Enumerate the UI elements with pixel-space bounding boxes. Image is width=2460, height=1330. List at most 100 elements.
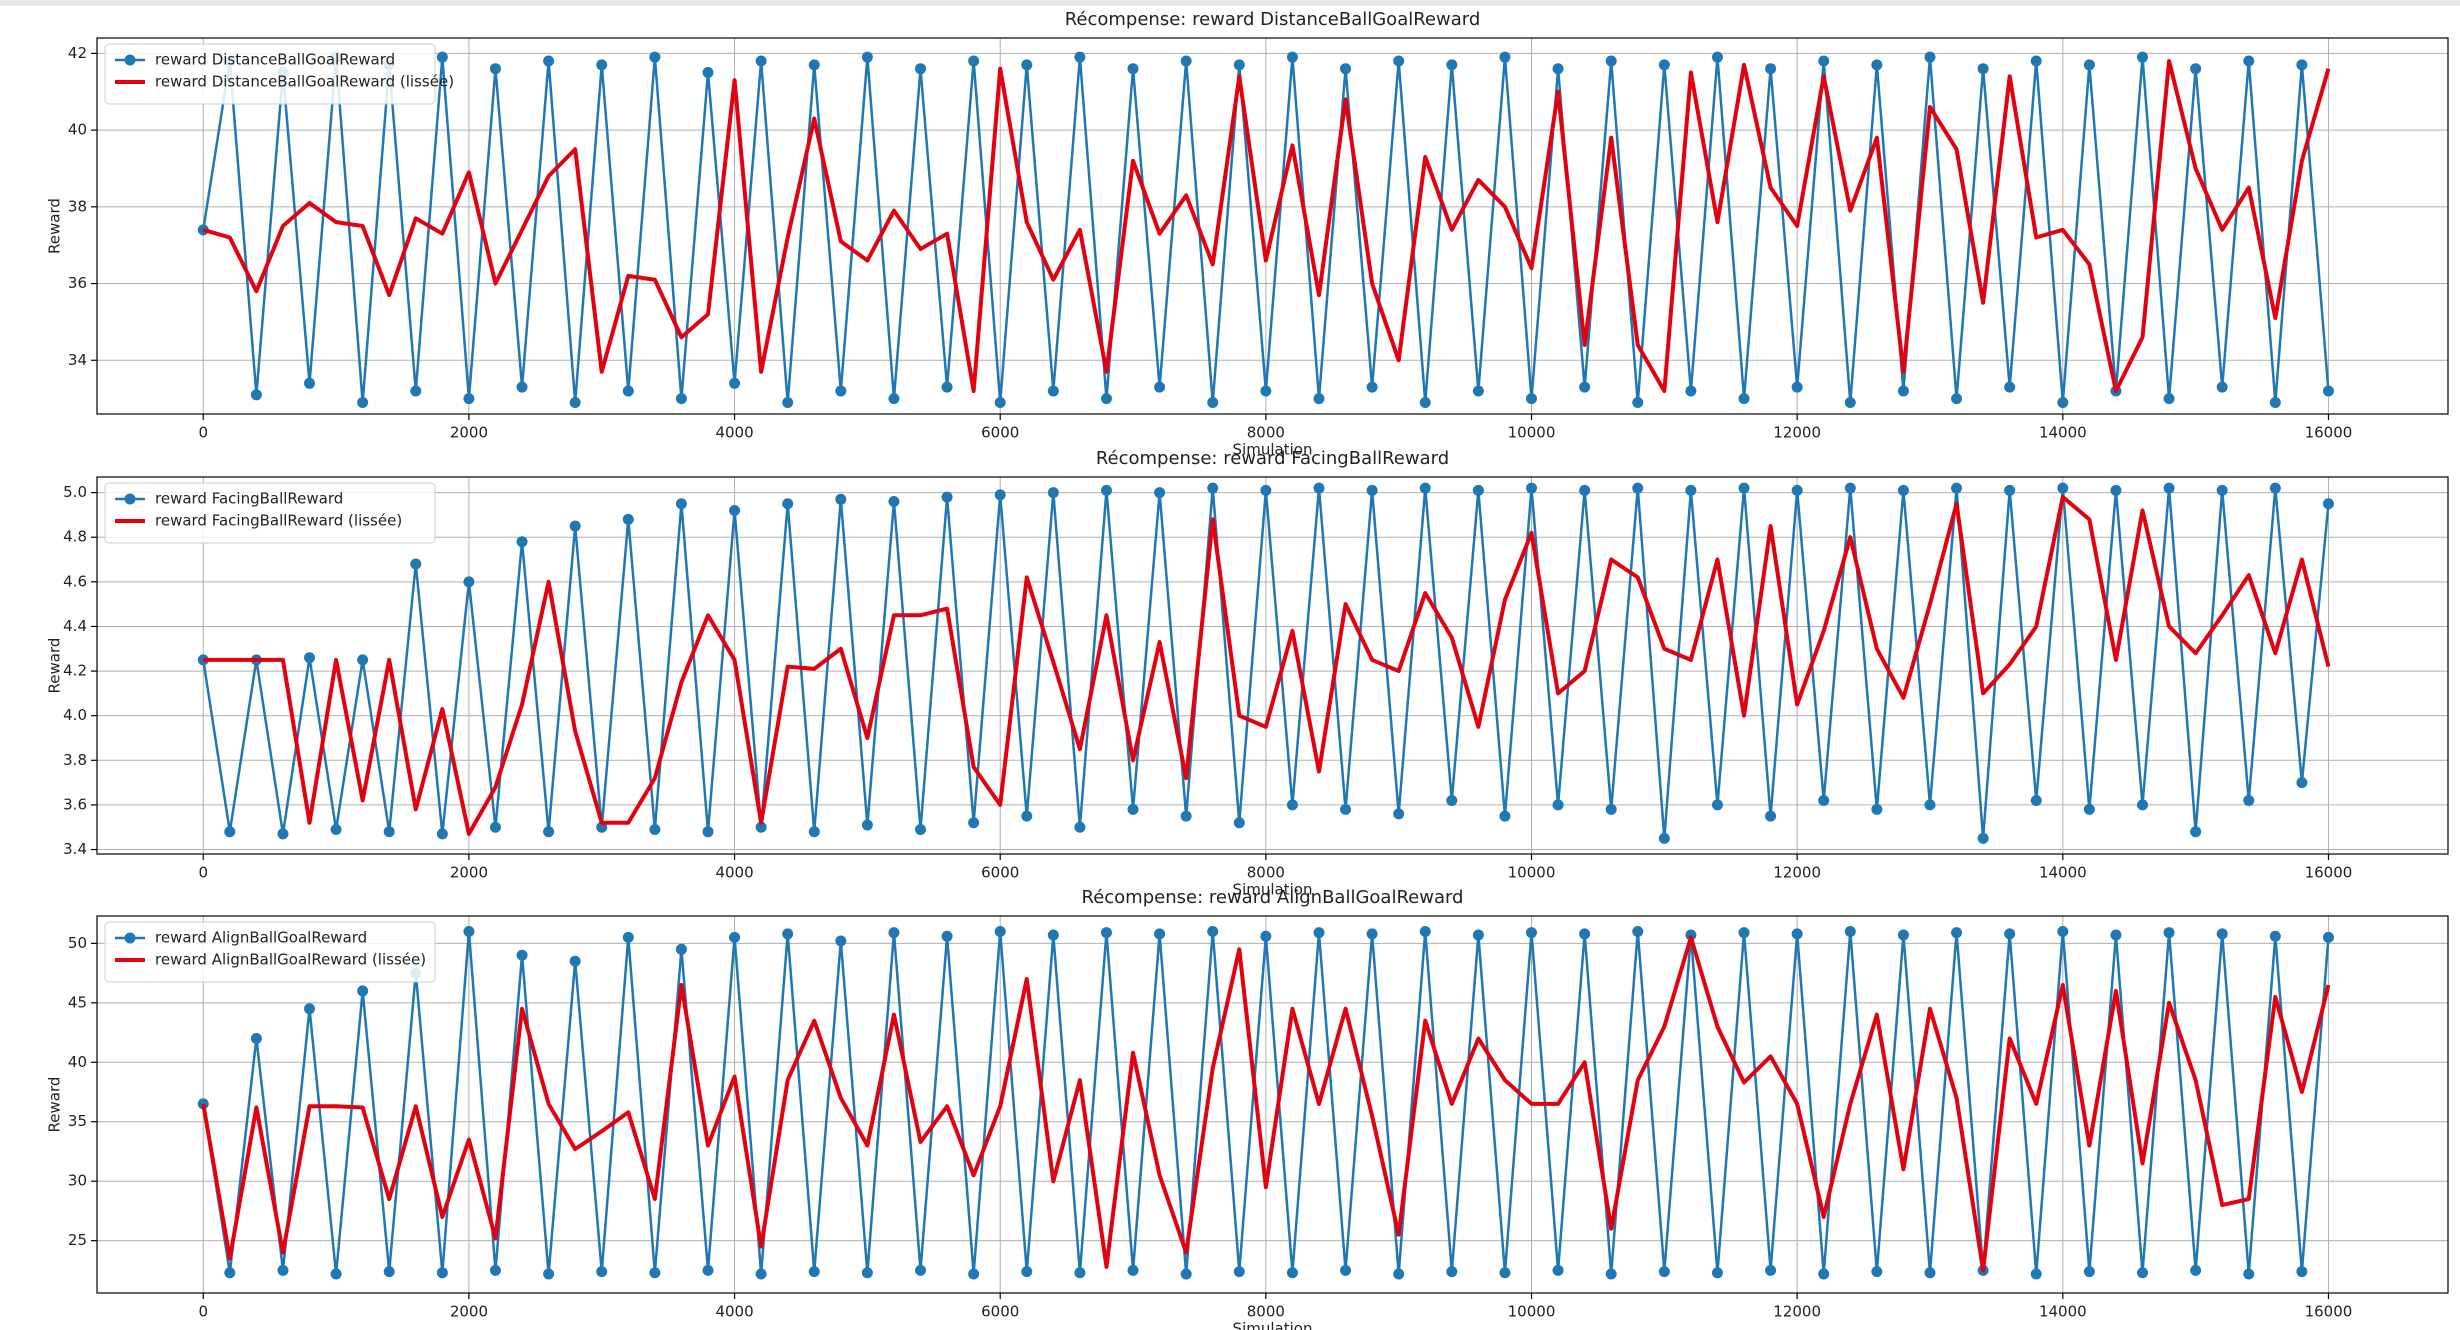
data-point (1021, 810, 1033, 822)
data-point (569, 520, 581, 532)
legend-label: reward AlignBallGoalReward (155, 929, 367, 947)
data-point (277, 828, 289, 840)
y-tick-label: 36 (68, 274, 87, 292)
y-tick-label: 4.0 (63, 706, 87, 724)
data-point (1074, 1267, 1086, 1279)
data-point (1074, 821, 1086, 833)
subplot: Récompense: reward DistanceBallGoalRewar… (46, 9, 2449, 459)
data-point (1711, 51, 1723, 63)
data-point (277, 1264, 289, 1276)
data-point (861, 1267, 873, 1279)
data-point (941, 930, 953, 942)
data-point (1685, 385, 1697, 397)
data-point (1340, 63, 1352, 75)
y-tick-label: 45 (68, 993, 87, 1011)
data-point (1791, 484, 1803, 496)
y-axis-label: Reward (46, 1077, 64, 1133)
data-point (2030, 55, 2042, 67)
data-point (1685, 929, 1697, 941)
data-point (2137, 51, 2149, 63)
data-point (729, 931, 741, 943)
y-axis-label: Reward (46, 198, 64, 254)
x-axis-label: Simulation (1233, 441, 1313, 459)
x-tick-label: 16000 (2305, 864, 2353, 882)
data-point (994, 489, 1006, 501)
data-point (1632, 396, 1644, 408)
x-axis-label: Simulation (1233, 1320, 1313, 1330)
data-point (1632, 925, 1644, 937)
data-point (1552, 63, 1564, 75)
data-point (1154, 928, 1166, 940)
data-point (1340, 1264, 1352, 1276)
chart-title: Récompense: reward AlignBallGoalReward (1082, 887, 1464, 908)
data-point (1499, 1267, 1511, 1279)
data-point (755, 55, 767, 67)
data-point (649, 1267, 661, 1279)
legend: reward AlignBallGoalReward reward AlignBa… (104, 921, 436, 983)
data-point (835, 385, 847, 397)
data-point (516, 381, 528, 393)
data-point (596, 1266, 608, 1278)
data-point (1100, 927, 1112, 939)
x-tick-label: 2000 (450, 1303, 488, 1321)
data-point (224, 1267, 236, 1279)
y-tick-label: 38 (68, 197, 87, 215)
data-point (2110, 484, 2122, 496)
data-point (2083, 59, 2095, 71)
data-point (489, 63, 501, 75)
data-point (1605, 55, 1617, 67)
data-point (1897, 484, 1909, 496)
data-point (861, 819, 873, 831)
data-point (2269, 930, 2281, 942)
x-tick-label: 2000 (450, 424, 488, 442)
data-point (1605, 803, 1617, 815)
data-point (1260, 930, 1272, 942)
data-point (702, 1264, 714, 1276)
data-point (2137, 799, 2149, 811)
data-point (2004, 928, 2016, 940)
data-point (1951, 393, 1963, 405)
data-point (808, 59, 820, 71)
legend: reward DistanceBallGoalReward reward Dist… (104, 43, 454, 105)
data-point (1047, 487, 1059, 499)
data-point (357, 654, 369, 666)
data-point (1818, 55, 1830, 67)
data-point (915, 63, 927, 75)
series-line (203, 495, 2331, 836)
data-point (915, 823, 927, 835)
data-point (1154, 487, 1166, 499)
data-point (543, 1268, 555, 1280)
data-point (383, 1266, 395, 1278)
data-point (1207, 925, 1219, 937)
data-point (1260, 385, 1272, 397)
data-point (1419, 396, 1431, 408)
data-point (968, 817, 980, 829)
x-tick-label: 0 (198, 424, 208, 442)
y-tick-label: 3.8 (63, 751, 87, 769)
subplot: Récompense: reward AlignBallGoalReward 25… (46, 887, 2449, 1330)
data-point (1233, 817, 1245, 829)
data-point (2137, 1267, 2149, 1279)
data-point (782, 396, 794, 408)
data-point (463, 576, 475, 588)
y-tick-label: 4.6 (63, 572, 87, 590)
data-point (2243, 794, 2255, 806)
data-point (2163, 482, 2175, 494)
data-point (968, 1268, 980, 1280)
axes-frame (96, 37, 2449, 415)
data-point (1366, 381, 1378, 393)
y-tick-label: 4.8 (63, 528, 87, 546)
data-point (410, 558, 422, 570)
data-point (1021, 59, 1033, 71)
legend-marker (124, 54, 136, 66)
data-point (1951, 927, 1963, 939)
data-point (1446, 1266, 1458, 1278)
data-point (463, 393, 475, 405)
legend-label: reward DistanceBallGoalReward (155, 51, 395, 69)
legend-label: reward FacingBallReward (155, 490, 343, 508)
data-point (2030, 794, 2042, 806)
data-point (304, 1003, 316, 1015)
legend: reward FacingBallReward reward FacingBall… (104, 482, 436, 544)
data-point (1154, 381, 1166, 393)
